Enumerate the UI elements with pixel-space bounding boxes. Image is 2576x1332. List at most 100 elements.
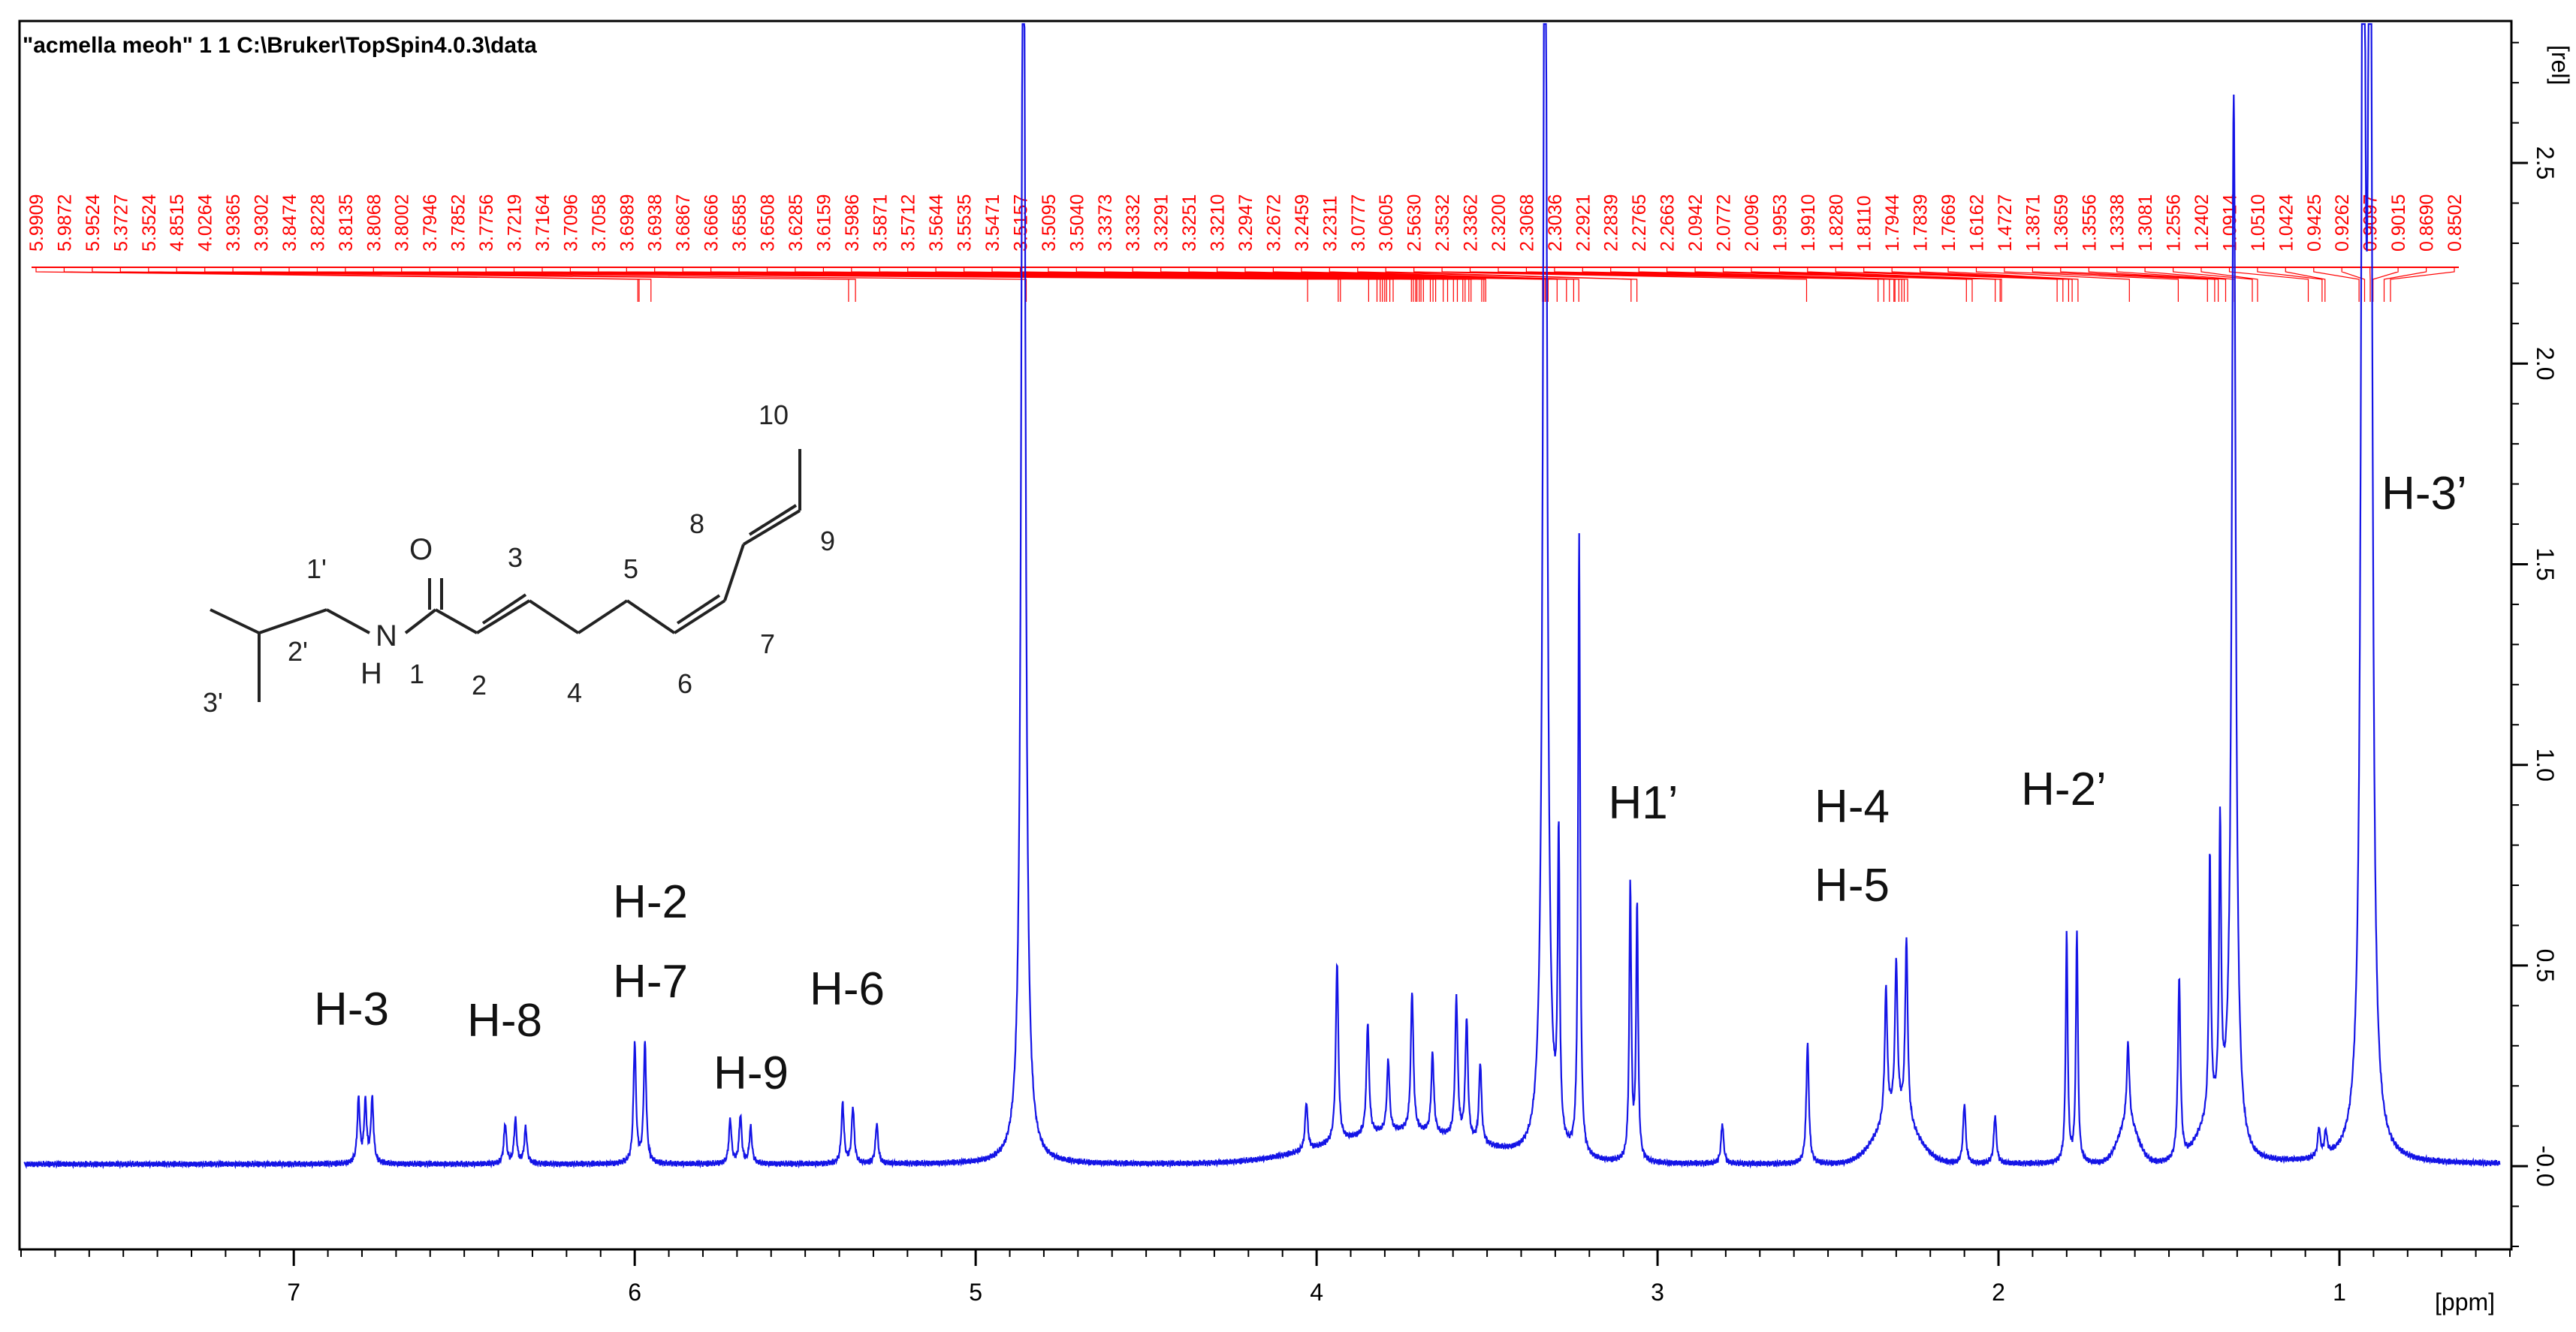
peak-label: 3.2459 xyxy=(1292,194,1313,252)
peak-label: 3.9302 xyxy=(252,194,273,252)
peak-label: 0.9262 xyxy=(2332,194,2353,252)
peak-label: 3.3373 xyxy=(1095,194,1116,252)
peak-label: 3.3210 xyxy=(1208,194,1229,252)
peak-label: 3.8474 xyxy=(279,194,300,252)
peak-label: 3.5712 xyxy=(898,194,919,252)
peak-label: 5.3524 xyxy=(139,194,160,252)
peak-label: 3.6585 xyxy=(729,194,750,252)
x-tick-label: 7 xyxy=(287,1279,300,1306)
peak-label: 3.0777 xyxy=(1348,194,1369,252)
peak-label: 1.6162 xyxy=(1966,194,1987,252)
peak-label: 4.8515 xyxy=(167,194,188,252)
peak-label: 1.0424 xyxy=(2276,194,2297,252)
peak-label: 3.6285 xyxy=(786,194,807,252)
x-tick-label: 3 xyxy=(1651,1279,1664,1306)
x-tick-label: 5 xyxy=(969,1279,982,1306)
spectrum xyxy=(23,23,2501,1170)
peak-label: 3.7219 xyxy=(505,194,526,252)
peak-label: 2.0096 xyxy=(1742,194,1763,252)
peak-label: 3.6666 xyxy=(701,194,722,252)
peak-annotation: H-7 xyxy=(613,956,688,1008)
peak-label: 2.0942 xyxy=(1685,194,1706,252)
atom-label-h: H xyxy=(360,657,382,690)
peak-label: 3.3291 xyxy=(1151,194,1172,252)
atom-label-4: 4 xyxy=(567,677,582,708)
peak-label-leaders xyxy=(35,267,2455,302)
peak-annotation: H-6 xyxy=(810,963,885,1015)
peak-label: 5.9524 xyxy=(83,194,104,252)
peak-label: 3.8068 xyxy=(363,194,385,252)
peak-annotation: H-3 xyxy=(314,984,389,1035)
peak-label: 5.9872 xyxy=(54,194,75,252)
peak-label: 2.3200 xyxy=(1489,194,1510,252)
spectrum-header: "acmella meoh" 1 1 C:\Bruker\TopSpin4.0.… xyxy=(23,33,537,58)
peak-label: 1.4727 xyxy=(1995,194,2016,252)
peak-label: 1.9910 xyxy=(1798,194,1819,252)
y-tick-label: 2.5 xyxy=(2532,146,2559,179)
peak-label: 3.7164 xyxy=(532,194,554,252)
peak-label: 3.5871 xyxy=(870,194,891,252)
peak-label: 3.8002 xyxy=(392,194,413,252)
peak-label: 3.7946 xyxy=(420,194,441,252)
peak-annotation: H-4 xyxy=(1814,781,1890,833)
annotations: H-3 H-8 H-2 H-7 H-9 H-6 H1’ H-4 H-5 H-2’ H-3’ xyxy=(314,468,2467,1099)
atom-label-9: 9 xyxy=(820,526,835,556)
peak-label: 1.7669 xyxy=(1938,194,1959,252)
peak-label: 1.3659 xyxy=(2051,194,2072,252)
peak-annotation: H-8 xyxy=(467,995,542,1047)
peak-label: 1.7944 xyxy=(1882,194,1903,252)
peak-label: 5.9909 xyxy=(26,194,47,252)
peak-annotation: H-2 xyxy=(613,876,688,928)
peak-label: 3.3251 xyxy=(1179,194,1200,252)
peak-label: 3.6159 xyxy=(813,194,834,252)
atom-label-2p: 2' xyxy=(288,636,308,667)
peak-label: 0.9097 xyxy=(2360,194,2381,252)
peak-annotation: H-2’ xyxy=(2021,764,2107,815)
atom-label-10: 10 xyxy=(759,399,789,430)
peak-label: 3.5644 xyxy=(926,194,947,252)
peak-annotation: H-3’ xyxy=(2381,468,2467,520)
peak-label: 2.3362 xyxy=(1461,194,1482,252)
atom-label-n: N xyxy=(376,619,397,652)
peak-label: 2.3068 xyxy=(1516,194,1537,252)
atom-label-7: 7 xyxy=(760,628,775,659)
x-tick-label: 2 xyxy=(1992,1279,2005,1306)
peak-label: 3.5471 xyxy=(982,194,1003,252)
atom-label-3p: 3' xyxy=(203,687,223,718)
peak-label: 3.6989 xyxy=(617,194,638,252)
peak-label: 1.3556 xyxy=(2079,194,2100,252)
peak-label: 1.2402 xyxy=(2191,194,2213,252)
peak-label: 3.0605 xyxy=(1376,194,1397,252)
y-tick-label: 0.5 xyxy=(2532,949,2559,982)
y-tick-label: 1.0 xyxy=(2532,748,2559,781)
peak-label: 2.2765 xyxy=(1629,194,1650,252)
peak-label: 1.8110 xyxy=(1854,195,1875,252)
peak-label: 3.7096 xyxy=(560,194,581,252)
peak-annotation: H-9 xyxy=(713,1047,789,1099)
peak-label: 1.3338 xyxy=(2107,194,2128,252)
atom-label-6: 6 xyxy=(677,668,692,699)
peak-annotation: H-5 xyxy=(1814,860,1890,912)
peak-label: 3.5986 xyxy=(842,194,863,252)
peak-label: 1.0914 xyxy=(2219,194,2240,252)
peak-label: 2.0772 xyxy=(1714,194,1735,252)
spectrum-line xyxy=(23,23,2501,1170)
atom-label-8: 8 xyxy=(689,508,704,539)
peak-label: 1.7839 xyxy=(1911,194,1932,252)
y-tick-label: 2.0 xyxy=(2532,347,2559,380)
peak-label: 0.8690 xyxy=(2417,194,2438,252)
peak-label: 0.9425 xyxy=(2304,194,2325,252)
y-axis-label: [rel] xyxy=(2547,45,2574,85)
chemical-structure xyxy=(210,449,801,702)
peak-label: 3.2672 xyxy=(1263,194,1284,252)
peak-label: 1.3081 xyxy=(2135,194,2156,252)
peak-label: 2.3036 xyxy=(1545,194,1566,252)
peak-label: 3.6508 xyxy=(757,194,778,252)
peak-label: 3.3332 xyxy=(1123,194,1144,252)
atom-label-o: O xyxy=(409,533,433,566)
x-axis-label: [ppm] xyxy=(2435,1288,2495,1315)
x-tick-label: 1 xyxy=(2333,1279,2346,1306)
atom-label-3: 3 xyxy=(508,542,523,573)
peak-label: 3.7852 xyxy=(448,194,469,252)
